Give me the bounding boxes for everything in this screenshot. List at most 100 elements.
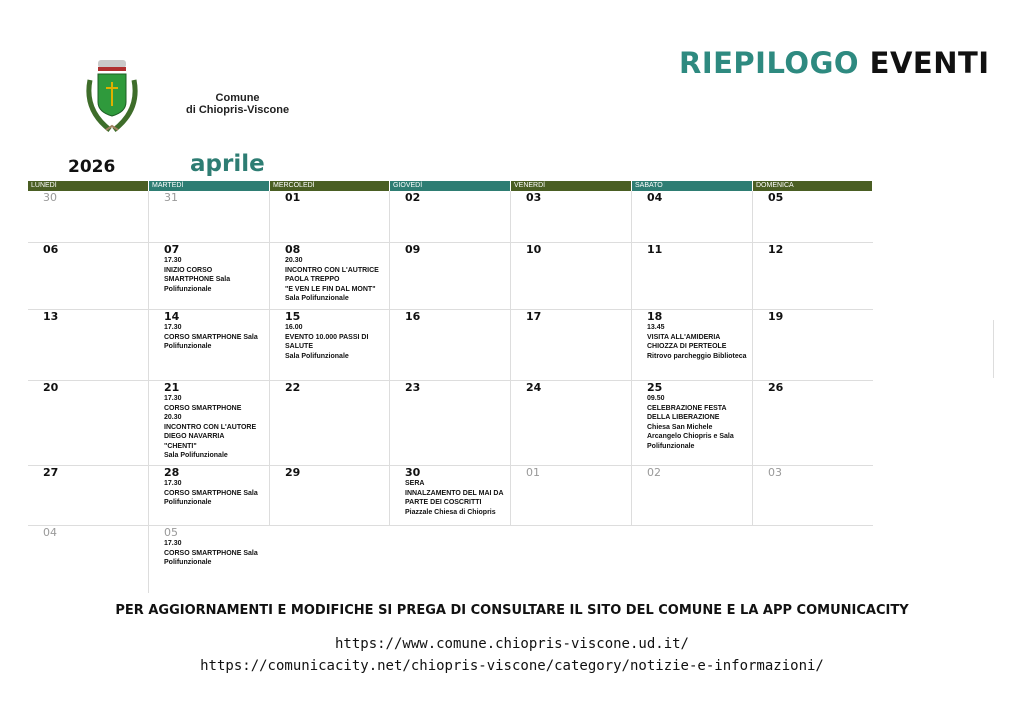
day-number: 17: [526, 310, 542, 323]
page-title: RIEPILOGO EVENTI: [679, 46, 990, 80]
calendar-day-cell: 07 17.30 INIZIO CORSO SMARTPHONE Sala Pol…: [149, 243, 270, 309]
day-number: 19: [768, 310, 784, 323]
day-number: 04: [647, 191, 663, 204]
day-number: 11: [647, 243, 663, 256]
day-number: 03: [526, 191, 542, 204]
calendar-day-cell: 16: [390, 310, 511, 380]
calendar-day-cell: 24: [511, 381, 632, 465]
calendar-day-cell: 21 17.30 CORSO SMARTPHONE 20.30 INCONTRO …: [149, 381, 270, 465]
calendar-week: 13 14 17.30 CORSO SMARTPHONE Sala Polifunz…: [28, 310, 873, 381]
event-details: 17.30 CORSO SMARTPHONE Sala Polifunziona…: [164, 324, 258, 350]
day-number: 30: [405, 466, 421, 479]
calendar-week: 06 07 17.30 INIZIO CORSO SMARTPHONE Sala P…: [28, 243, 873, 310]
calendar-day-cell: 14 17.30 CORSO SMARTPHONE Sala Polifunzio…: [149, 310, 270, 380]
event-details: 17.30 CORSO SMARTPHONE Sala Polifunziona…: [164, 480, 258, 506]
event-details: 17.30 CORSO SMARTPHONE Sala Polifunziona…: [164, 540, 258, 566]
day-number: 02: [647, 466, 661, 479]
event-details: 17.30 INIZIO CORSO SMARTPHONE Sala Polif…: [164, 257, 231, 293]
calendar-day-cell: 04: [632, 191, 753, 242]
day-number: 05: [164, 526, 178, 539]
calendar-day-cell: 01: [511, 466, 632, 525]
weekday-label: LUNEDÌ: [28, 181, 148, 191]
calendar-day-cell: 02: [632, 466, 753, 525]
weekday-label: GIOVEDÌ: [390, 181, 510, 191]
day-number: 13: [43, 310, 59, 323]
day-number: 10: [526, 243, 542, 256]
day-number: 12: [768, 243, 784, 256]
calendar-day-cell: 15 16.00 EVENTO 10.000 PASSI DI SALUTE Sa…: [270, 310, 390, 380]
calendar-day-cell: 01: [270, 191, 390, 242]
calendar-day-cell: 05 17.30 CORSO SMARTPHONE Sala Polifunzio…: [149, 526, 270, 593]
calendar-day-cell: 25 09.50 CELEBRAZIONE FESTA DELLA LIBERAZ…: [632, 381, 753, 465]
calendar-day-cell: 13: [28, 310, 149, 380]
day-number: 04: [43, 526, 57, 539]
calendar-day-cell: 19: [753, 310, 873, 380]
calendar-day-cell: 06: [28, 243, 149, 309]
municipality-name: Comune di Chiopris-Viscone: [186, 92, 290, 116]
calendar-day-cell: 08 20.30 INCONTRO CON L'AUTRICE PAOLA TRE…: [270, 243, 390, 309]
weekday-label: SABATO: [632, 181, 752, 191]
calendar-day-cell: 11: [632, 243, 753, 309]
event-details: 20.30 INCONTRO CON L'AUTRICE PAOLA TREPP…: [285, 257, 379, 302]
calendar-day-cell: 04: [28, 526, 149, 593]
calendar-day-cell: 18 13.45 VISITA ALL'AMIDERIA CHIOZZA DI P…: [632, 310, 753, 380]
calendar-day-cell: 03: [511, 191, 632, 242]
day-number: 14: [164, 310, 180, 323]
day-number: 29: [285, 466, 301, 479]
divider: [993, 320, 994, 378]
day-number: 31: [164, 191, 178, 204]
day-number: 23: [405, 381, 421, 394]
comunicacity-link[interactable]: https://comunicacity.net/chiopris-viscon…: [200, 658, 824, 674]
day-number: 26: [768, 381, 784, 394]
day-number: 25: [647, 381, 663, 394]
calendar-day-cell: 17: [511, 310, 632, 380]
day-number: 20: [43, 381, 59, 394]
weekday-header: LUNEDÌ MARTEDÌ MERCOLEDÌ GIOVEDÌ VENERDÌ SABA…: [28, 181, 873, 191]
calendar-day-cell: 20: [28, 381, 149, 465]
calendar-day-cell: 28 17.30 CORSO SMARTPHONE Sala Polifunzio…: [149, 466, 270, 525]
event-details: 16.00 EVENTO 10.000 PASSI DI SALUTE Sala…: [285, 324, 369, 360]
event-details: SERA INNALZAMENTO DEL MAI DA PARTE DEI C…: [405, 480, 504, 516]
event-details: 09.50 CELEBRAZIONE FESTA DELLA LIBERAZIO…: [647, 395, 734, 450]
calendar-day-cell: 03: [753, 466, 873, 525]
weekday-label: MERCOLEDÌ: [270, 181, 389, 191]
weekday-label: VENERDÌ: [511, 181, 631, 191]
weekday-label: MARTEDÌ: [149, 181, 269, 191]
calendar-day-cell: 30 SERA INNALZAMENTO DEL MAI DA PARTE DEI…: [390, 466, 511, 525]
calendar-day-cell: 26: [753, 381, 873, 465]
calendar-day-cell: 09: [390, 243, 511, 309]
day-number: 02: [405, 191, 421, 204]
event-details: 17.30 CORSO SMARTPHONE 20.30 INCONTRO CO…: [164, 395, 257, 459]
calendar-day-cell: 29: [270, 466, 390, 525]
day-number: 03: [768, 466, 782, 479]
calendar-year: 2026: [68, 157, 116, 177]
calendar-month: aprile: [190, 151, 265, 177]
day-number: 09: [405, 243, 421, 256]
calendar-week: 30 31 01 02 03 04 05: [28, 191, 873, 243]
coat-of-arms-logo: [86, 60, 138, 132]
day-number: 27: [43, 466, 59, 479]
update-note: PER AGGIORNAMENTI E MODIFICHE SI PREGA D…: [115, 603, 909, 618]
calendar-day-cell: 10: [511, 243, 632, 309]
day-number: 01: [526, 466, 540, 479]
day-number: 01: [285, 191, 301, 204]
day-number: 18: [647, 310, 663, 323]
calendar-grid: LUNEDÌ MARTEDÌ MERCOLEDÌ GIOVEDÌ VENERDÌ SABA…: [28, 181, 873, 593]
event-details: 13.45 VISITA ALL'AMIDERIA CHIOZZA DI PER…: [647, 324, 747, 360]
calendar-day-cell: 22: [270, 381, 390, 465]
calendar-day-cell: 31: [149, 191, 270, 242]
day-number: 28: [164, 466, 180, 479]
day-number: 22: [285, 381, 301, 394]
calendar-day-cell: 12: [753, 243, 873, 309]
weekday-label: DOMENICA: [753, 181, 872, 191]
day-number: 30: [43, 191, 57, 204]
day-number: 06: [43, 243, 59, 256]
day-number: 16: [405, 310, 421, 323]
day-number: 24: [526, 381, 542, 394]
calendar-day-cell: 23: [390, 381, 511, 465]
day-number: 15: [285, 310, 301, 323]
day-number: 21: [164, 381, 180, 394]
calendar-day-cell: 30: [28, 191, 149, 242]
day-number: 08: [285, 243, 301, 256]
comune-website-link[interactable]: https://www.comune.chiopris-viscone.ud.i…: [334, 636, 689, 652]
